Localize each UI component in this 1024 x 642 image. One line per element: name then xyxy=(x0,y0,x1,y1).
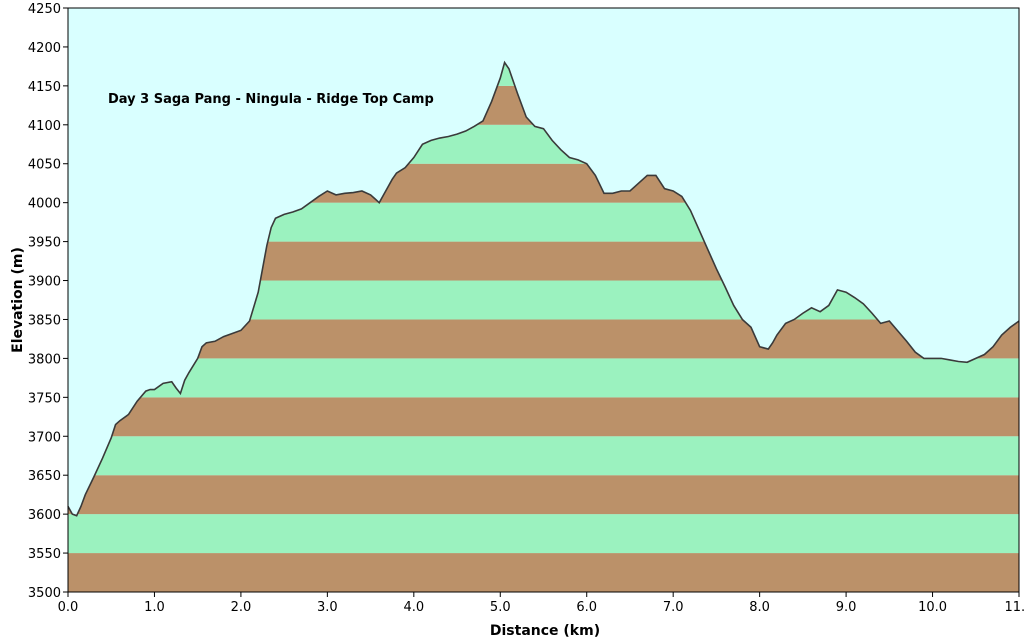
chart-title: Day 3 Saga Pang - Ningula - Ridge Top Ca… xyxy=(108,92,434,107)
x-tick-label: 7.0 xyxy=(663,600,684,615)
plot-frame xyxy=(67,7,1020,593)
x-axis-title: Distance (km) xyxy=(490,623,600,639)
elevation-band xyxy=(68,514,1019,554)
x-tick-label: 11.0 xyxy=(1005,600,1024,615)
elevation-profile-line xyxy=(67,60,1020,517)
y-tick-label: 3950 xyxy=(28,236,61,251)
x-tick-label: 6.0 xyxy=(576,600,597,615)
y-tick-label: 3700 xyxy=(28,430,61,445)
y-tick-label: 3650 xyxy=(28,469,61,484)
y-tick-label: 4250 xyxy=(28,2,61,17)
x-tick-label: 3.0 xyxy=(317,600,338,615)
y-tick-label: 4050 xyxy=(28,158,61,173)
y-tick-label: 3600 xyxy=(28,508,61,523)
elevation-band xyxy=(68,358,1019,398)
elevation-band xyxy=(68,475,1019,515)
x-tick-label: 5.0 xyxy=(490,600,511,615)
x-tick-label: 10.0 xyxy=(918,600,947,615)
y-tick-label: 4150 xyxy=(28,80,61,95)
y-tick-label: 4200 xyxy=(28,41,61,56)
y-tick-label: 3750 xyxy=(28,391,61,406)
x-axis: 0.0 1.0 2.0 3.0 4.0 5.0 6.0 7.0 8.0 9.0 10.0 11.0 xyxy=(58,592,1024,615)
elevation-band xyxy=(68,553,1019,592)
x-tick-label: 2.0 xyxy=(231,600,252,615)
y-tick-label: 3900 xyxy=(28,275,61,290)
y-tick-label: 3800 xyxy=(28,352,61,367)
x-tick-label: 4.0 xyxy=(403,600,424,615)
y-axis-title: Elevation (m) xyxy=(10,247,26,353)
y-tick-label: 3500 xyxy=(28,586,61,601)
y-axis: 3500 3550 3600 3650 3700 3750 3800 3850 3900 3950… xyxy=(28,2,68,601)
y-tick-label: 3550 xyxy=(28,547,61,562)
x-tick-label: 9.0 xyxy=(836,600,857,615)
x-tick-label: 0.0 xyxy=(58,600,79,615)
elevation-band xyxy=(68,397,1019,437)
y-tick-label: 4000 xyxy=(28,197,61,212)
y-tick-label: 3850 xyxy=(28,313,61,328)
x-tick-label: 8.0 xyxy=(749,600,770,615)
y-tick-label: 4100 xyxy=(28,119,61,134)
x-tick-label: 1.0 xyxy=(144,600,165,615)
elevation-band xyxy=(68,436,1019,476)
